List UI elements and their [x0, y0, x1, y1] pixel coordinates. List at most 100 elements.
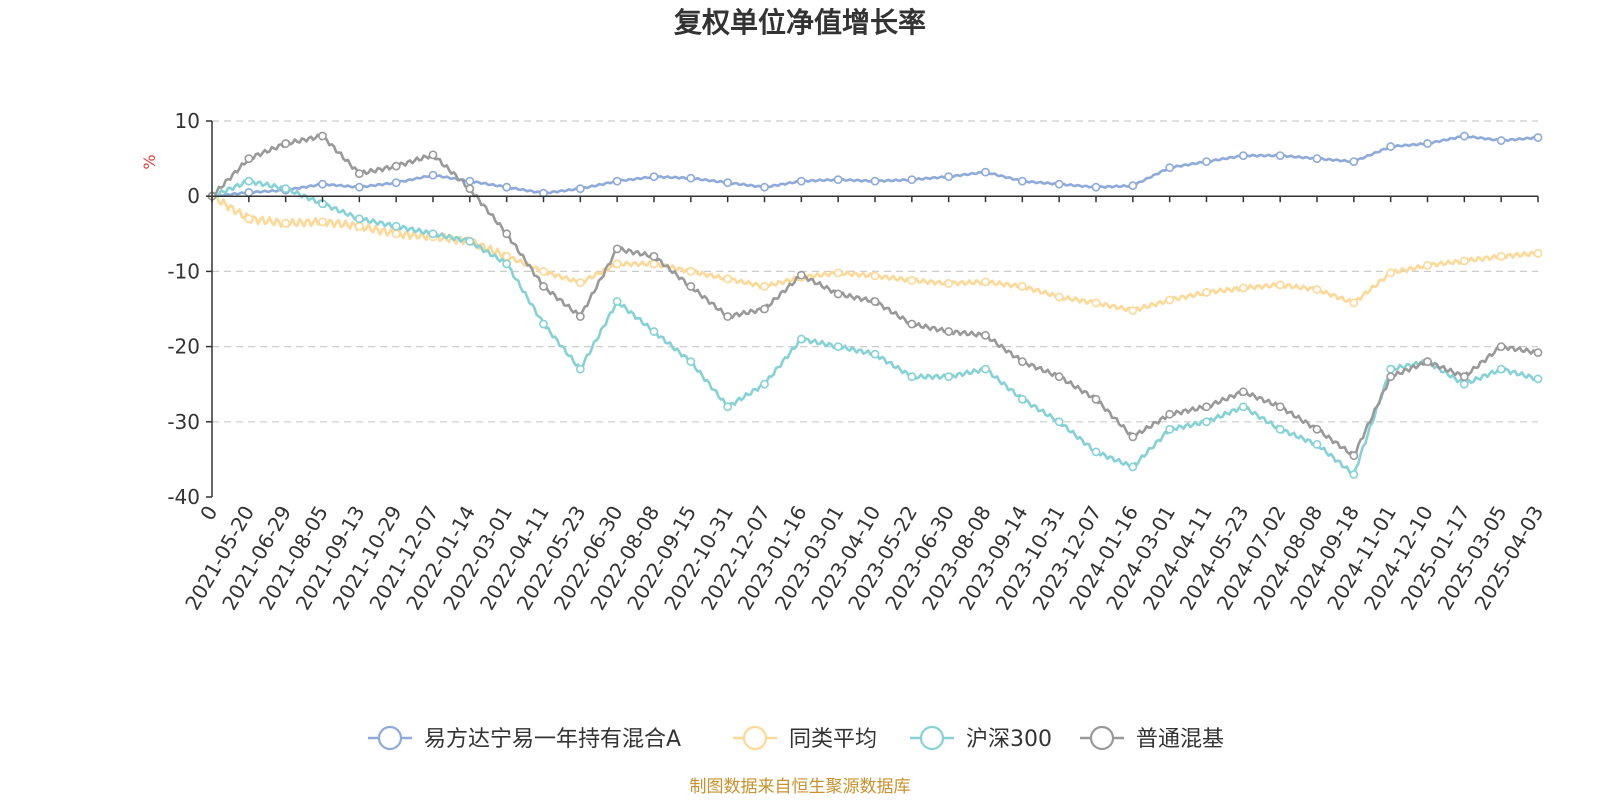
- series-lines: [207, 131, 1543, 479]
- data-point: [281, 184, 291, 194]
- legend-item[interactable]: 同类平均: [733, 725, 877, 752]
- data-point: [465, 184, 475, 194]
- series-line: [210, 178, 1539, 476]
- data-point: [1386, 372, 1396, 382]
- data-point: [944, 327, 954, 336]
- data-point: [1128, 432, 1138, 442]
- data-point: [1275, 424, 1285, 434]
- data-point: [1312, 285, 1322, 294]
- y-axis-unit-label: %: [140, 154, 159, 169]
- data-point: [1312, 154, 1322, 163]
- data-point: [1165, 424, 1175, 434]
- data-point: [1349, 157, 1359, 167]
- data-point: [612, 259, 622, 269]
- data-point: [318, 131, 327, 141]
- data-point: [575, 312, 585, 321]
- data-point: [1091, 447, 1101, 457]
- data-point: [1275, 402, 1285, 412]
- legend-swatch-marker: [919, 725, 945, 751]
- data-point: [1312, 439, 1322, 449]
- data-point: [391, 161, 401, 171]
- data-point: [1054, 372, 1064, 382]
- data-point: [981, 277, 990, 287]
- legend-item[interactable]: 沪深300: [910, 725, 1052, 752]
- data-point: [833, 268, 843, 278]
- data-point: [1496, 342, 1506, 351]
- data-point: [575, 364, 585, 374]
- y-tick-label: -30: [167, 410, 200, 434]
- data-point: [1054, 417, 1064, 427]
- legend-item[interactable]: 易方达宁易一年持有混合A: [368, 725, 681, 752]
- data-point: [391, 178, 401, 188]
- series-line: [211, 134, 1539, 198]
- data-point: [1423, 357, 1432, 367]
- data-point: [907, 175, 917, 185]
- data-point: [1165, 163, 1175, 173]
- data-point: [539, 319, 548, 329]
- data-point: [281, 139, 291, 148]
- data-point: [944, 372, 954, 382]
- data-point: [391, 229, 401, 239]
- data-point: [1496, 136, 1506, 145]
- data-point: [1349, 451, 1359, 461]
- data-point: [870, 176, 880, 186]
- data-point: [981, 167, 990, 177]
- legend-swatch-marker: [377, 725, 403, 751]
- y-tick-label: -40: [167, 485, 200, 509]
- data-point: [354, 221, 364, 231]
- data-point: [1054, 292, 1064, 302]
- data-point: [1386, 268, 1396, 278]
- data-point: [723, 402, 733, 412]
- data-point: [1091, 298, 1101, 308]
- x-tick-label: 0: [195, 502, 222, 525]
- data-point: [1423, 139, 1432, 148]
- data-point: [575, 278, 585, 288]
- data-point: [1165, 295, 1175, 305]
- data-point: [612, 297, 622, 306]
- data-point: [944, 279, 954, 288]
- data-point: [1238, 151, 1248, 160]
- data-point: [1533, 348, 1543, 358]
- data-point: [981, 330, 990, 340]
- data-point: [1238, 402, 1248, 412]
- data-point: [686, 173, 696, 183]
- data-point: [244, 188, 254, 197]
- data-point: [428, 229, 438, 239]
- data-point: [575, 184, 585, 194]
- data-point: [1312, 424, 1322, 434]
- data-point: [1459, 372, 1469, 382]
- y-tick-label: -10: [167, 259, 200, 283]
- data-point: [686, 266, 696, 276]
- y-tick-label: 10: [175, 109, 200, 133]
- data-point: [1275, 151, 1285, 160]
- data-point: [354, 214, 364, 224]
- data-point: [907, 319, 917, 329]
- data-point: [833, 289, 843, 299]
- source-note: 制图数据来自恒生聚源数据库: [690, 777, 911, 797]
- y-tick-label: -20: [167, 335, 200, 359]
- data-point: [833, 342, 843, 351]
- data-point: [760, 304, 769, 314]
- data-point: [1128, 306, 1138, 315]
- legend-swatch-marker: [1089, 725, 1115, 751]
- data-point: [870, 297, 880, 306]
- data-point: [723, 178, 733, 188]
- data-point: [1128, 181, 1138, 191]
- legend-item[interactable]: 普通混基: [1080, 725, 1224, 752]
- data-point: [612, 176, 622, 186]
- data-point: [244, 176, 254, 186]
- data-point: [428, 150, 438, 160]
- data-point: [1386, 364, 1396, 374]
- data-point: [539, 282, 548, 291]
- data-point: [1533, 133, 1543, 142]
- x-axis-ticks: 02021-05-202021-06-292021-08-052021-09-1…: [180, 196, 1548, 614]
- data-point: [796, 270, 806, 280]
- data-point: [870, 349, 880, 359]
- data-point: [1128, 462, 1138, 472]
- data-point: [354, 169, 364, 179]
- data-point: [1202, 157, 1211, 167]
- data-point: [1091, 182, 1101, 192]
- data-point: [1459, 256, 1469, 266]
- data-point: [502, 251, 512, 261]
